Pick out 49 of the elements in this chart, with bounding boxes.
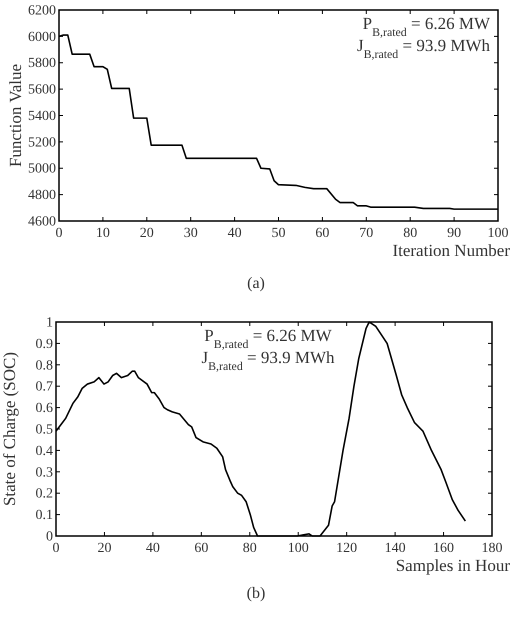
x-tick-label: 40 (228, 226, 242, 241)
x-tick-label: 100 (488, 226, 508, 241)
y-tick-label: 0 (46, 529, 53, 544)
x-tick-label: 50 (272, 226, 286, 241)
x-tick-label: 100 (288, 540, 309, 556)
y-tick-label: 0.5 (36, 422, 53, 438)
x-tick-label: 30 (184, 226, 198, 241)
x-tick-label: 120 (336, 540, 358, 556)
y-tick-label: 5800 (28, 56, 56, 72)
x-tick-label: 20 (140, 226, 154, 241)
x-tick-label: 20 (97, 540, 112, 556)
y-tick-label: 5600 (28, 82, 56, 98)
y-tick-label: 0.3 (36, 465, 53, 480)
y-tick-label: 5400 (28, 108, 56, 124)
y-tick-label: 1 (46, 315, 53, 330)
annotation: J$_{B,rated}$ = 93.9 MWh (201, 348, 336, 373)
text: (b) (246, 585, 266, 602)
x-tick-label: 70 (359, 226, 374, 241)
y-tick-label: 0.9 (36, 336, 53, 352)
x-tick-label: 60 (315, 226, 330, 241)
y-tick-label: 4800 (28, 188, 56, 204)
y-tick-label: 0.4 (36, 444, 53, 459)
x-tick-label: 80 (403, 226, 418, 241)
annotation: J$_{B,rated}$ = 93.9 MWh (356, 36, 490, 61)
y-tick-label: 0.6 (36, 401, 53, 416)
y-tick-label: 6000 (28, 30, 56, 45)
x-tick-label: 80 (242, 540, 257, 556)
y-tick-label: 0.8 (36, 358, 53, 374)
annotation: P$_{B,rated}$ = 6.26 MW (362, 14, 491, 39)
y-axis-title: State of Charge (SOC) (0, 352, 19, 506)
y-axis-title: Function Value (6, 64, 25, 168)
x-tick-label: 140 (384, 540, 406, 556)
y-tick-label: 0.2 (36, 486, 53, 502)
text: (a) (247, 275, 265, 292)
x-tick-label: 160 (433, 540, 454, 556)
y-tick-label: 6200 (28, 3, 56, 18)
y-tick-label: 0.1 (36, 508, 53, 524)
annotation: P$_{B,rated}$ = 6.26 MW (204, 326, 333, 351)
x-tick-label: 180 (482, 540, 502, 556)
x-axis-title: Samples in Hour (396, 556, 510, 575)
y-tick-label: 5200 (28, 135, 56, 150)
x-tick-label: 60 (194, 540, 208, 556)
x-tick-label: 40 (146, 540, 160, 556)
y-tick-label: 5000 (28, 162, 56, 177)
x-tick-label: 90 (447, 226, 462, 241)
y-tick-label: 0.7 (36, 380, 53, 395)
x-axis-title: Iteration Number (392, 241, 510, 260)
x-tick-label: 10 (96, 226, 110, 241)
y-tick-label: 4600 (28, 214, 56, 230)
